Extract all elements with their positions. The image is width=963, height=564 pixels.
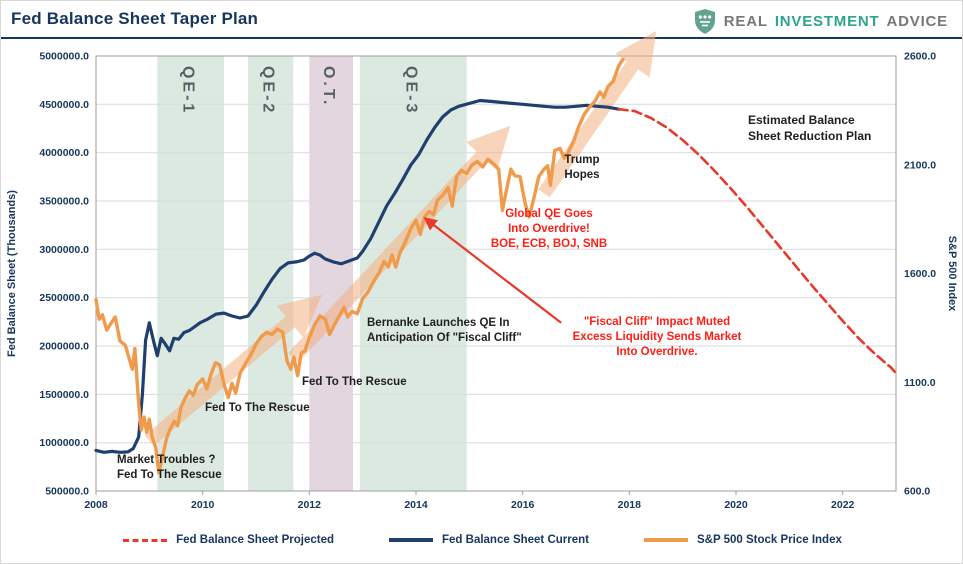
svg-text:S&P 500 Index: S&P 500 Index	[946, 236, 958, 312]
legend-item-current: Fed Balance Sheet Current	[389, 534, 589, 546]
annotation-fiscal-cliff: "Fiscal Cliff" Impact Muted Excess Liqui…	[572, 316, 742, 358]
legend-swatch-sp500	[643, 538, 688, 542]
brand-shield-icon	[694, 9, 715, 34]
legend-label-projected: Fed Balance Sheet Projected	[176, 534, 334, 546]
svg-text:2016: 2016	[511, 499, 535, 511]
svg-text:2010: 2010	[191, 499, 215, 511]
svg-text:O.T.: O.T.	[320, 66, 337, 107]
svg-text:1600.0: 1600.0	[904, 268, 936, 280]
svg-text:2600.0: 2600.0	[904, 51, 936, 63]
svg-text:500000.0: 500000.0	[45, 486, 89, 498]
svg-text:1500000.0: 1500000.0	[39, 389, 89, 401]
svg-text:2000000.0: 2000000.0	[39, 341, 89, 353]
svg-text:2500000.0: 2500000.0	[39, 292, 89, 304]
legend-swatch-current	[389, 538, 433, 542]
annotation-bernanke-qe: Bernanke Launches QE In Anticipation Of …	[367, 317, 522, 344]
svg-text:4500000.0: 4500000.0	[39, 99, 89, 111]
legend-label-current: Fed Balance Sheet Current	[442, 534, 589, 546]
svg-text:3500000.0: 3500000.0	[39, 196, 89, 208]
legend-swatch-projected	[123, 538, 168, 542]
svg-text:2100.0: 2100.0	[904, 159, 936, 171]
svg-text:QE-2: QE-2	[260, 66, 277, 115]
chart-legend: Fed Balance Sheet Projected Fed Balance …	[1, 534, 962, 546]
page-title: Fed Balance Sheet Taper Plan	[11, 9, 259, 28]
annotation-global-qe: Global QE Goes Into Overdrive! BOE, ECB,…	[490, 208, 608, 250]
brand-logo: REAL INVESTMENT ADVICE	[693, 8, 948, 35]
svg-text:2018: 2018	[618, 499, 642, 511]
brand-word-advice: ADVICE	[886, 13, 948, 30]
title-divider	[1, 37, 962, 39]
legend-label-sp500: S&P 500 Stock Price Index	[696, 534, 842, 546]
svg-text:1000000.0: 1000000.0	[39, 437, 89, 449]
annotation-market-troubles: Market Troubles ? Fed To The Rescue	[117, 454, 222, 481]
svg-text:2008: 2008	[84, 499, 108, 511]
svg-text:2022: 2022	[831, 499, 855, 511]
svg-text:QE-3: QE-3	[402, 66, 419, 115]
svg-text:4000000.0: 4000000.0	[39, 147, 89, 159]
brand-word-investment: INVESTMENT	[774, 13, 880, 30]
svg-text:2012: 2012	[298, 499, 322, 511]
legend-item-sp500: S&P 500 Stock Price Index	[643, 534, 842, 546]
annotation-fed-rescue-1: Fed To The Rescue	[205, 402, 310, 414]
annotation-estimated-plan: Estimated Balance Sheet Reduction Plan	[748, 113, 872, 143]
brand-word-real: REAL	[723, 13, 768, 30]
svg-text:2014: 2014	[404, 499, 428, 511]
svg-text:5000000.0: 5000000.0	[39, 51, 89, 63]
legend-item-projected: Fed Balance Sheet Projected	[123, 534, 334, 546]
svg-text:Fed Balance Sheet (Thousands): Fed Balance Sheet (Thousands)	[6, 190, 18, 357]
svg-text:2020: 2020	[724, 499, 748, 511]
svg-text:3000000.0: 3000000.0	[39, 244, 89, 256]
annotation-fed-rescue-2: Fed To The Rescue	[302, 376, 407, 388]
svg-text:QE-1: QE-1	[180, 66, 197, 115]
svg-text:1100.0: 1100.0	[904, 377, 936, 389]
annotation-trump-hopes: Trump Hopes	[564, 154, 600, 181]
svg-text:600.0: 600.0	[904, 486, 930, 498]
